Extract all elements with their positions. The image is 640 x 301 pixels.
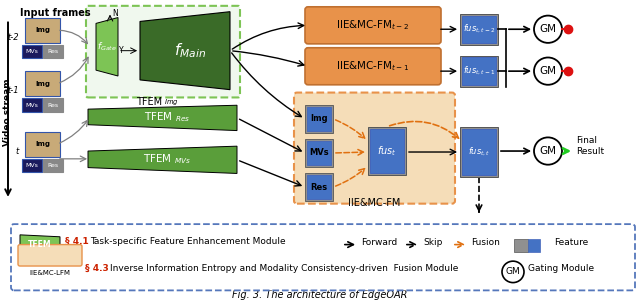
Text: Img: Img bbox=[35, 27, 50, 33]
FancyBboxPatch shape bbox=[307, 175, 331, 199]
Text: $f_{Main}$: $f_{Main}$ bbox=[174, 41, 206, 60]
FancyBboxPatch shape bbox=[22, 45, 42, 58]
FancyBboxPatch shape bbox=[514, 239, 528, 252]
Text: MVs: MVs bbox=[26, 163, 38, 168]
Text: MVs: MVs bbox=[26, 103, 38, 108]
Text: IIE&MC-FM$_{t-1}$: IIE&MC-FM$_{t-1}$ bbox=[336, 59, 410, 73]
Circle shape bbox=[534, 137, 562, 165]
FancyBboxPatch shape bbox=[462, 57, 496, 85]
Text: TFEM: TFEM bbox=[28, 240, 52, 249]
Text: Final
Result: Final Result bbox=[576, 136, 604, 156]
Text: GM: GM bbox=[540, 66, 557, 76]
Text: Fusion: Fusion bbox=[471, 238, 500, 247]
Text: IIE&MC-FM$_{t-2}$: IIE&MC-FM$_{t-2}$ bbox=[337, 18, 410, 32]
Text: MVs: MVs bbox=[309, 148, 329, 157]
FancyBboxPatch shape bbox=[11, 224, 635, 290]
FancyBboxPatch shape bbox=[370, 129, 404, 173]
FancyBboxPatch shape bbox=[305, 173, 333, 201]
Text: MVs: MVs bbox=[26, 49, 38, 54]
FancyBboxPatch shape bbox=[462, 16, 496, 43]
Text: Feature: Feature bbox=[554, 238, 588, 247]
Polygon shape bbox=[140, 12, 230, 90]
Text: $f_{Gate}$: $f_{Gate}$ bbox=[97, 41, 117, 53]
FancyBboxPatch shape bbox=[307, 107, 331, 131]
FancyBboxPatch shape bbox=[305, 7, 441, 44]
FancyBboxPatch shape bbox=[305, 105, 333, 132]
Text: Y: Y bbox=[119, 46, 124, 55]
Text: N: N bbox=[112, 9, 118, 18]
FancyBboxPatch shape bbox=[25, 71, 60, 97]
Text: Gating Module: Gating Module bbox=[528, 265, 594, 273]
Text: $fus_t$: $fus_t$ bbox=[377, 144, 397, 158]
Text: Res: Res bbox=[47, 103, 59, 108]
Polygon shape bbox=[20, 235, 60, 254]
Text: Img: Img bbox=[35, 141, 50, 147]
Text: $fus_{t,t-1}$: $fus_{t,t-1}$ bbox=[463, 65, 495, 77]
Text: IIE&MC-FM: IIE&MC-FM bbox=[348, 198, 401, 208]
Text: TFEM $_{MVs}$: TFEM $_{MVs}$ bbox=[143, 152, 191, 166]
Circle shape bbox=[502, 261, 524, 283]
Text: § 4.1: § 4.1 bbox=[65, 237, 89, 246]
FancyBboxPatch shape bbox=[25, 132, 60, 157]
Polygon shape bbox=[96, 17, 118, 76]
Circle shape bbox=[534, 16, 562, 43]
Text: t-1: t-1 bbox=[8, 86, 19, 95]
Text: TFEM: TFEM bbox=[136, 98, 162, 107]
FancyBboxPatch shape bbox=[460, 56, 498, 87]
Text: Res: Res bbox=[47, 49, 59, 54]
Text: Skip: Skip bbox=[423, 238, 442, 247]
Text: Video stream: Video stream bbox=[3, 78, 13, 146]
FancyBboxPatch shape bbox=[368, 127, 406, 175]
FancyBboxPatch shape bbox=[18, 245, 82, 266]
Polygon shape bbox=[88, 146, 237, 173]
FancyBboxPatch shape bbox=[22, 159, 42, 172]
Text: Task-specific Feature Enhancement Module: Task-specific Feature Enhancement Module bbox=[90, 237, 285, 246]
FancyBboxPatch shape bbox=[462, 129, 496, 175]
Text: t-2: t-2 bbox=[8, 33, 19, 42]
Text: $_{Img}$: $_{Img}$ bbox=[161, 98, 179, 108]
Text: GM: GM bbox=[540, 24, 557, 34]
FancyBboxPatch shape bbox=[86, 6, 240, 98]
FancyBboxPatch shape bbox=[528, 239, 540, 252]
Polygon shape bbox=[88, 105, 237, 131]
Text: $fus_{t,t}$: $fus_{t,t}$ bbox=[468, 146, 490, 158]
Text: Res: Res bbox=[47, 163, 59, 168]
Text: GM: GM bbox=[540, 146, 557, 156]
Text: Inverse Information Entropy and Modality Consistency-driven  Fusion Module: Inverse Information Entropy and Modality… bbox=[110, 264, 458, 273]
FancyBboxPatch shape bbox=[25, 17, 60, 43]
Text: Res: Res bbox=[310, 183, 328, 192]
FancyBboxPatch shape bbox=[305, 139, 333, 167]
Text: Fig. 3. The architecture of EdgeOAR: Fig. 3. The architecture of EdgeOAR bbox=[232, 290, 408, 300]
Text: IIE&MC-LFM: IIE&MC-LFM bbox=[29, 270, 70, 276]
FancyBboxPatch shape bbox=[43, 98, 63, 112]
FancyBboxPatch shape bbox=[22, 98, 42, 112]
FancyBboxPatch shape bbox=[460, 14, 498, 45]
Text: Input frames: Input frames bbox=[20, 8, 90, 18]
FancyBboxPatch shape bbox=[460, 127, 498, 177]
Text: t: t bbox=[16, 147, 19, 156]
Text: GM: GM bbox=[506, 267, 520, 276]
Text: TFEM $_{Res}$: TFEM $_{Res}$ bbox=[144, 110, 191, 124]
FancyBboxPatch shape bbox=[307, 141, 331, 165]
Text: § 4.3: § 4.3 bbox=[85, 264, 109, 273]
FancyBboxPatch shape bbox=[43, 45, 63, 58]
Text: Img: Img bbox=[310, 114, 328, 123]
Text: $fus_{t,t-2}$: $fus_{t,t-2}$ bbox=[463, 23, 495, 36]
FancyBboxPatch shape bbox=[43, 159, 63, 172]
FancyBboxPatch shape bbox=[305, 48, 441, 85]
Text: Forward: Forward bbox=[361, 238, 397, 247]
Text: Img: Img bbox=[35, 81, 50, 87]
FancyBboxPatch shape bbox=[294, 93, 455, 204]
Circle shape bbox=[534, 57, 562, 85]
